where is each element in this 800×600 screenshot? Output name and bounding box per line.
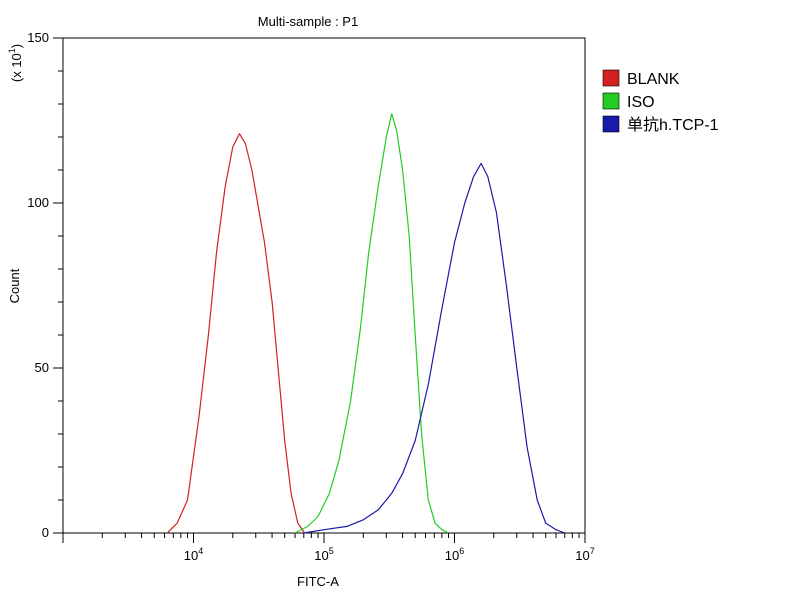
chart-title: Multi-sample : P1 [258, 14, 358, 29]
x-tick-label: 104 [184, 546, 203, 563]
series-layer [166, 113, 566, 534]
x-tick-label: 107 [575, 546, 594, 563]
x-tick-label: 105 [314, 546, 333, 563]
y-tick-label: 50 [35, 360, 49, 375]
y-multiplier-prefix: (x 10 [9, 53, 24, 82]
legend-swatch [602, 92, 620, 110]
y-multiplier-exponent: 1 [7, 48, 17, 53]
legend-label: ISO [627, 94, 655, 111]
x-tick-exponent: 6 [459, 546, 464, 556]
x-tick-base: 10 [575, 548, 589, 563]
x-axis-label: FITC-A [297, 574, 339, 589]
x-axis: 104 105 106 107 [62, 533, 595, 563]
series-line-1 [166, 133, 306, 534]
x-tick-base: 10 [184, 548, 198, 563]
y-multiplier-suffix: ) [9, 44, 24, 48]
legend-swatch [602, 69, 620, 87]
legend: BLANK ISO 单抗h.TCP-1 [602, 69, 719, 134]
series-line-2 [294, 113, 449, 534]
y-axis-label: Count [7, 268, 22, 303]
y-tick-label: 100 [27, 195, 49, 210]
x-tick-base: 10 [314, 548, 328, 563]
y-axis-multiplier: (x 101) [7, 44, 24, 82]
legend-swatch [602, 115, 620, 133]
legend-label: 单抗h.TCP-1 [627, 116, 719, 134]
x-tick-exponent: 5 [329, 546, 334, 556]
series-line-3 [303, 162, 566, 534]
x-tick-exponent: 4 [198, 546, 203, 556]
y-tick-label: 150 [27, 30, 49, 45]
y-tick-label: 0 [42, 525, 49, 540]
y-axis: 0 50 100 150 [27, 30, 63, 540]
x-tick-exponent: 7 [590, 546, 595, 556]
legend-label: BLANK [627, 71, 680, 88]
x-tick-base: 10 [445, 548, 459, 563]
x-tick-label: 106 [445, 546, 464, 563]
